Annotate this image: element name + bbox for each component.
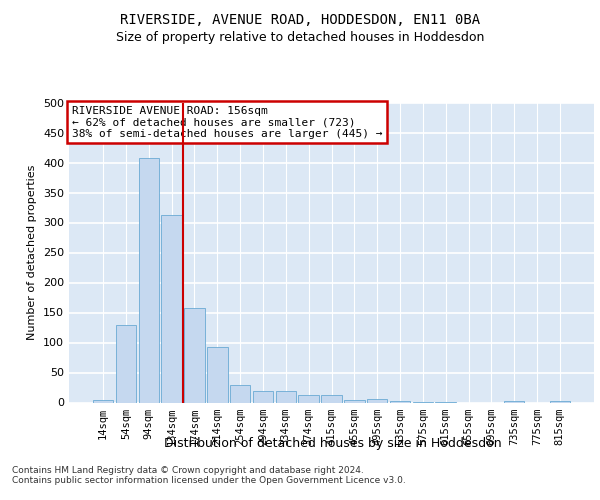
Text: Size of property relative to detached houses in Hoddesdon: Size of property relative to detached ho… <box>116 31 484 44</box>
Bar <box>321 394 342 402</box>
Y-axis label: Number of detached properties: Number of detached properties <box>28 165 37 340</box>
Text: RIVERSIDE AVENUE ROAD: 156sqm
← 62% of detached houses are smaller (723)
38% of : RIVERSIDE AVENUE ROAD: 156sqm ← 62% of d… <box>71 106 382 138</box>
Bar <box>93 400 113 402</box>
Bar <box>230 384 250 402</box>
Text: Contains HM Land Registry data © Crown copyright and database right 2024.
Contai: Contains HM Land Registry data © Crown c… <box>12 466 406 485</box>
Bar <box>253 391 273 402</box>
Bar <box>207 346 227 403</box>
Bar <box>344 400 365 402</box>
Text: Distribution of detached houses by size in Hoddesdon: Distribution of detached houses by size … <box>164 438 502 450</box>
Bar <box>161 214 182 402</box>
Text: RIVERSIDE, AVENUE ROAD, HODDESDON, EN11 0BA: RIVERSIDE, AVENUE ROAD, HODDESDON, EN11 … <box>120 12 480 26</box>
Bar <box>184 308 205 402</box>
Bar <box>116 324 136 402</box>
Bar <box>275 391 296 402</box>
Bar <box>504 400 524 402</box>
Bar <box>139 158 159 402</box>
Bar <box>298 394 319 402</box>
Bar <box>367 399 388 402</box>
